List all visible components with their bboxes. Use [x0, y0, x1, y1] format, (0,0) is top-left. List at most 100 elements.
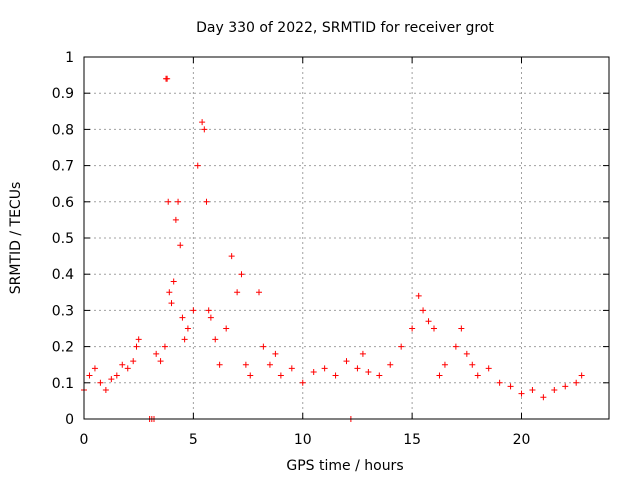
- data-point: [133, 343, 140, 350]
- data-point: [266, 361, 273, 368]
- data-point: [299, 379, 306, 386]
- data-point: [161, 343, 168, 350]
- x-axis-label: GPS time / hours: [286, 458, 403, 474]
- data-point: [551, 387, 558, 394]
- data-point: [332, 372, 339, 379]
- data-point: [164, 75, 171, 82]
- data-point: [573, 379, 580, 386]
- data-point: [540, 394, 547, 401]
- x-tick-label: 20: [513, 432, 531, 448]
- data-point: [272, 350, 279, 357]
- grid-lines: [84, 57, 609, 419]
- data-point: [181, 336, 188, 343]
- data-point: [469, 361, 476, 368]
- data-point: [177, 242, 184, 249]
- data-point: [168, 300, 175, 307]
- data-point: [91, 365, 98, 372]
- y-tick-label: 0.9: [52, 86, 74, 102]
- data-point: [228, 253, 235, 260]
- data-point: [562, 383, 569, 390]
- data-point: [359, 350, 366, 357]
- y-tick-label: 1: [65, 50, 74, 66]
- data-point: [260, 343, 267, 350]
- data-point: [97, 379, 104, 386]
- data-point: [157, 358, 164, 365]
- data-point: [431, 325, 437, 332]
- data-point: [496, 379, 503, 386]
- data-point: [172, 216, 179, 223]
- x-tick-label: 15: [403, 432, 421, 448]
- data-point: [124, 365, 131, 372]
- chart-title: Day 330 of 2022, SRMTID for receiver gro…: [196, 20, 494, 36]
- data-point: [321, 365, 328, 372]
- axis-ticks: [83, 56, 609, 420]
- data-point: [425, 318, 432, 325]
- y-tick-label: 0.3: [52, 303, 74, 319]
- data-point: [179, 314, 186, 321]
- y-tick-label: 0.4: [52, 267, 74, 283]
- data-point: [166, 289, 173, 296]
- data-point: [201, 126, 208, 133]
- data-point: [578, 372, 585, 379]
- data-point: [203, 198, 210, 205]
- data-point: [415, 292, 422, 299]
- data-points: [81, 75, 585, 422]
- data-point: [108, 376, 115, 383]
- data-point: [238, 271, 245, 278]
- data-point: [247, 372, 254, 379]
- data-point: [190, 307, 197, 314]
- x-tick-label: 0: [80, 432, 89, 448]
- data-point: [354, 365, 361, 372]
- data-point: [113, 372, 120, 379]
- data-point: [518, 390, 525, 397]
- data-point: [223, 325, 230, 332]
- data-point: [398, 343, 405, 350]
- tick-labels: 00.10.20.30.40.50.60.70.80.910 5 10 15 20: [52, 50, 531, 448]
- data-point: [194, 162, 201, 169]
- y-tick-label: 0.2: [52, 340, 74, 356]
- data-point: [212, 336, 219, 343]
- y-tick-label: 0.1: [52, 376, 74, 392]
- data-point: [277, 372, 284, 379]
- data-point: [175, 198, 182, 205]
- data-point: [507, 383, 514, 390]
- data-point: [242, 361, 249, 368]
- x-tick-label: 10: [294, 432, 312, 448]
- data-point: [256, 289, 262, 296]
- data-point: [452, 343, 459, 350]
- data-point: [529, 387, 536, 394]
- data-point: [474, 372, 481, 379]
- data-point: [436, 372, 443, 379]
- data-point: [184, 325, 191, 332]
- data-point: [86, 372, 93, 379]
- data-point: [310, 368, 317, 375]
- y-tick-label: 0.8: [52, 122, 74, 138]
- data-point: [135, 336, 142, 343]
- data-point: [409, 325, 416, 332]
- x-tick-label: 5: [189, 432, 198, 448]
- data-point: [165, 198, 172, 205]
- data-point: [365, 368, 372, 375]
- y-tick-label: 0.7: [52, 159, 74, 175]
- data-point: [485, 365, 492, 372]
- data-point: [205, 307, 212, 314]
- data-point: [153, 350, 160, 357]
- data-point: [441, 361, 448, 368]
- data-point: [170, 278, 177, 285]
- data-point: [343, 358, 350, 365]
- data-point: [234, 289, 241, 296]
- data-point: [376, 372, 383, 379]
- data-point: [130, 358, 137, 365]
- data-point: [420, 307, 427, 314]
- y-tick-label: 0.5: [52, 231, 74, 247]
- data-point: [102, 387, 109, 394]
- data-point: [463, 350, 470, 357]
- data-point: [199, 119, 206, 126]
- y-axis-label: SRMTID / TECUs: [8, 182, 24, 295]
- y-tick-label: 0: [65, 412, 74, 428]
- data-point: [288, 365, 295, 372]
- data-point: [216, 361, 223, 368]
- y-tick-label: 0.6: [52, 195, 74, 211]
- data-point: [119, 361, 126, 368]
